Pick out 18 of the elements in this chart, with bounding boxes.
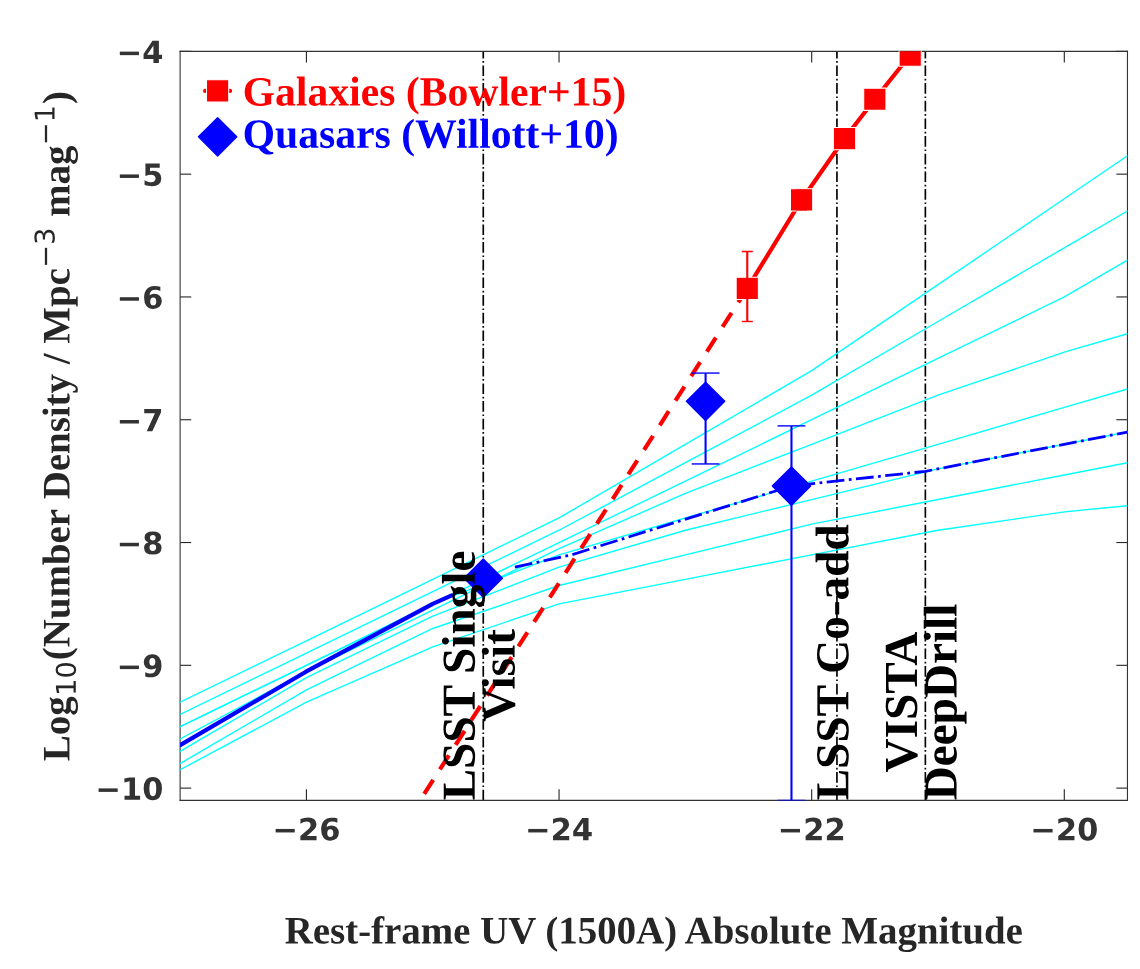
y-tick-label: −8 xyxy=(119,531,162,555)
y-tick-label: −6 xyxy=(119,285,162,309)
legend-label: Galaxies (Bowler+15) xyxy=(244,76,625,115)
ref-line-label: VISTA DeepDrill xyxy=(885,604,967,800)
y-tick-label: −9 xyxy=(119,654,162,678)
y-tick-label: −10 xyxy=(98,777,162,801)
ref-line-label: LSST Single Visit xyxy=(441,551,516,800)
x-tick-label: −20 xyxy=(1033,817,1097,841)
x-tick-label: −24 xyxy=(528,817,592,841)
y-axis-title: Log$_{10}$(Number Density / Mpc$^{−3}$ mag$^{−1}$) xyxy=(34,92,79,761)
y-tick-label: −4 xyxy=(119,40,163,63)
legend-label: Quasars (Willott+10) xyxy=(244,118,617,157)
x-tick-label: −22 xyxy=(780,817,844,841)
x-tick-label: −26 xyxy=(275,817,339,841)
y-tick-label: −5 xyxy=(119,163,162,187)
y-tick-label: −7 xyxy=(119,409,162,432)
ref-line-label: LSST Co-add xyxy=(815,524,849,800)
x-axis-title: Rest-frame UV (1500A) Absolute Magnitude xyxy=(285,916,1022,953)
